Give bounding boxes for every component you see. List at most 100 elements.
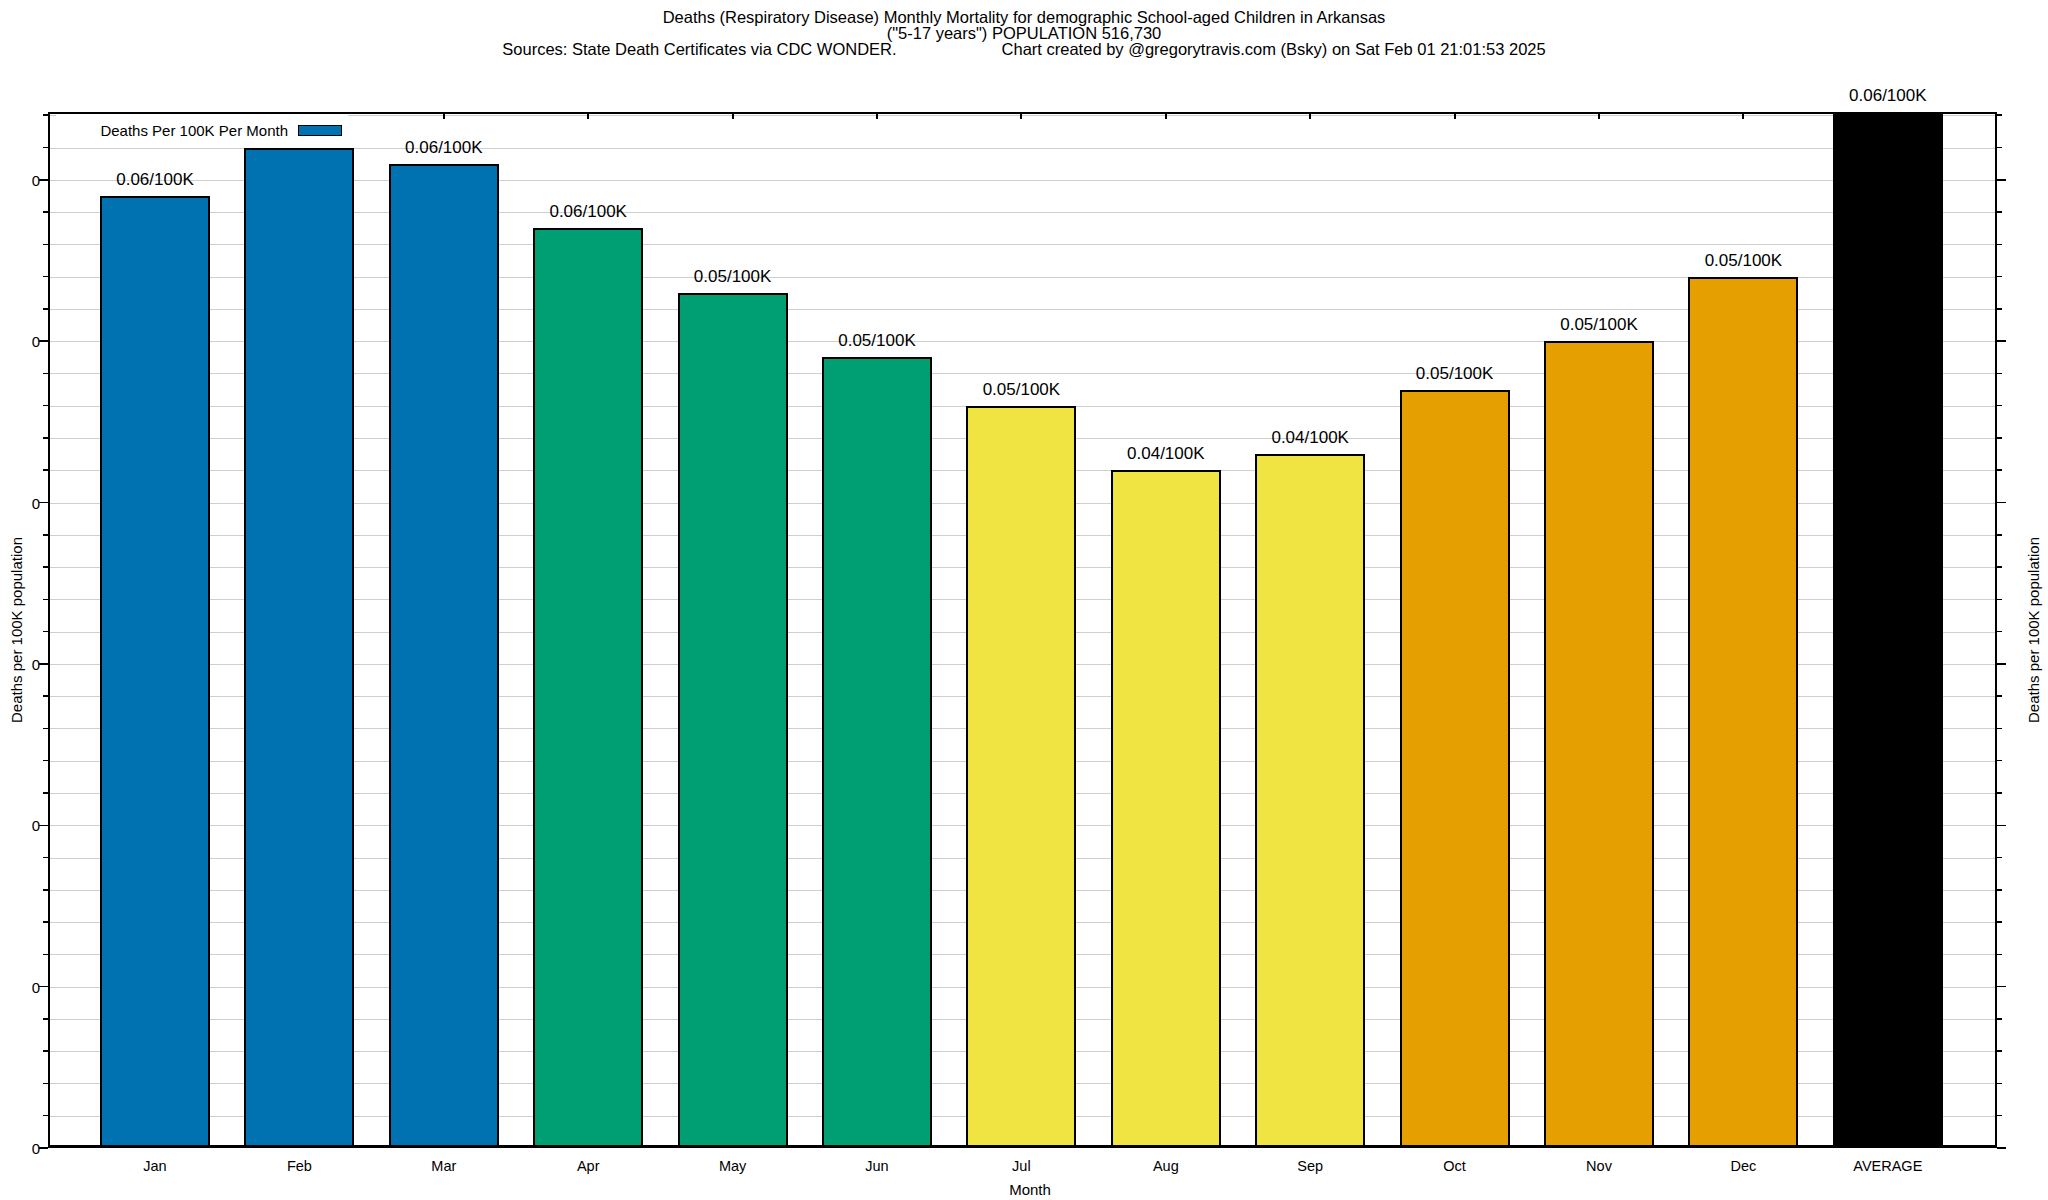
left-tick — [39, 179, 48, 181]
top-axis-tick — [1020, 112, 1022, 119]
right-tick — [1997, 825, 2006, 827]
x-tick-label-jan: Jan — [143, 1158, 166, 1174]
x-tick-label-sep: Sep — [1297, 1158, 1323, 1174]
sources-text: Sources: State Death Certificates via CD… — [502, 42, 896, 58]
right-tick — [1997, 792, 2002, 794]
right-tick — [1997, 373, 2002, 375]
bar-mar — [389, 164, 499, 1148]
x-tick-label-average: AVERAGE — [1853, 1158, 1922, 1174]
attribution-text: Chart created by @gregorytravis.com (Bsk… — [1002, 42, 1546, 58]
bar-aug — [1111, 470, 1221, 1148]
bar-oct — [1400, 390, 1510, 1148]
x-tick-label-nov: Nov — [1586, 1158, 1612, 1174]
right-tick — [1997, 1115, 2002, 1117]
top-axis-tick — [1887, 112, 1889, 119]
right-tick — [1997, 308, 2002, 310]
left-tick — [39, 825, 48, 827]
right-tick — [1997, 276, 2002, 278]
y-tick-label: 0 — [10, 655, 40, 672]
y-tick-label: 0 — [10, 978, 40, 995]
top-axis-tick — [1742, 112, 1744, 119]
bar-value-label-average: 0.06/100K — [1849, 86, 1927, 106]
right-tick — [1997, 147, 2002, 149]
bar-sep — [1255, 454, 1365, 1148]
y-tick-label: 0 — [10, 171, 40, 188]
left-tick — [39, 1147, 48, 1149]
right-tick — [1997, 986, 2006, 988]
right-tick — [1997, 179, 2006, 181]
y-tick-label: 0 — [10, 817, 40, 834]
bar-value-label-apr: 0.06/100K — [549, 202, 627, 222]
right-tick — [1997, 114, 2002, 116]
right-tick — [1997, 534, 2002, 536]
chart-figure: Deaths (Respiratory Disease) Monthly Mor… — [0, 0, 2048, 1200]
legend-label: Deaths Per 100K Per Month — [100, 122, 288, 139]
bar-jan — [100, 196, 210, 1148]
right-tick — [1997, 340, 2006, 342]
bar-nov — [1544, 341, 1654, 1148]
chart-credits: Sources: State Death Certificates via CD… — [0, 42, 2048, 58]
bar-apr — [533, 228, 643, 1148]
right-tick — [1997, 211, 2002, 213]
x-axis-title: Month — [1009, 1181, 1051, 1198]
x-tick-label-jun: Jun — [865, 1158, 888, 1174]
y-axis-title-left: Deaths per 100K population — [8, 537, 25, 723]
left-tick — [39, 502, 48, 504]
bar-average — [1833, 112, 1943, 1148]
left-tick — [39, 340, 48, 342]
top-axis-tick — [1598, 112, 1600, 119]
x-tick-label-feb: Feb — [287, 1158, 312, 1174]
right-tick — [1997, 502, 2006, 504]
right-tick — [1997, 405, 2002, 407]
legend: Deaths Per 100K Per Month — [56, 114, 348, 146]
x-tick-label-dec: Dec — [1730, 1158, 1756, 1174]
right-tick — [1997, 889, 2002, 891]
bar-may — [678, 293, 788, 1148]
bar-value-label-oct: 0.05/100K — [1416, 364, 1494, 384]
right-tick — [1997, 954, 2002, 956]
x-tick-label-aug: Aug — [1153, 1158, 1179, 1174]
x-tick-label-mar: Mar — [431, 1158, 456, 1174]
left-tick — [39, 986, 48, 988]
bar-value-label-dec: 0.05/100K — [1705, 251, 1783, 271]
legend-swatch-blue — [298, 125, 342, 136]
y-tick-label: 0 — [10, 1140, 40, 1157]
top-axis-tick — [1165, 112, 1167, 119]
right-tick — [1997, 857, 2002, 859]
right-tick — [1997, 566, 2002, 568]
top-axis-tick — [443, 112, 445, 119]
right-tick — [1997, 1083, 2002, 1085]
top-axis-tick — [732, 112, 734, 119]
x-tick-label-oct: Oct — [1443, 1158, 1466, 1174]
right-tick — [1997, 469, 2002, 471]
right-tick — [1997, 244, 2002, 246]
plot-area: 0.06/100K0.06/100K0.06/100K0.06/100K0.05… — [48, 112, 1997, 1148]
bar-jul — [966, 406, 1076, 1148]
bar-value-label-jan: 0.06/100K — [116, 170, 194, 190]
y-tick-label: 0 — [10, 494, 40, 511]
y-tick-label: 0 — [10, 333, 40, 350]
bar-jun — [822, 357, 932, 1148]
left-tick — [39, 663, 48, 665]
bar-value-label-jun: 0.05/100K — [838, 331, 916, 351]
right-tick — [1997, 1018, 2002, 1020]
right-tick — [1997, 760, 2002, 762]
right-tick — [1997, 1050, 2002, 1052]
bar-value-label-jul: 0.05/100K — [983, 380, 1061, 400]
top-axis-tick — [587, 112, 589, 119]
top-axis-tick — [876, 112, 878, 119]
bar-value-label-sep: 0.04/100K — [1271, 428, 1349, 448]
right-tick — [1997, 921, 2002, 923]
top-axis-tick — [1454, 112, 1456, 119]
top-axis-tick — [1309, 112, 1311, 119]
bar-value-label-may: 0.05/100K — [694, 267, 772, 287]
right-tick — [1997, 663, 2006, 665]
x-tick-label-may: May — [719, 1158, 746, 1174]
bar-value-label-nov: 0.05/100K — [1560, 315, 1638, 335]
chart-title: Deaths (Respiratory Disease) Monthly Mor… — [0, 10, 2048, 42]
x-tick-label-apr: Apr — [577, 1158, 600, 1174]
right-tick — [1997, 599, 2002, 601]
bar-value-label-mar: 0.06/100K — [405, 138, 483, 158]
right-tick — [1997, 728, 2002, 730]
bar-value-label-aug: 0.04/100K — [1127, 444, 1205, 464]
